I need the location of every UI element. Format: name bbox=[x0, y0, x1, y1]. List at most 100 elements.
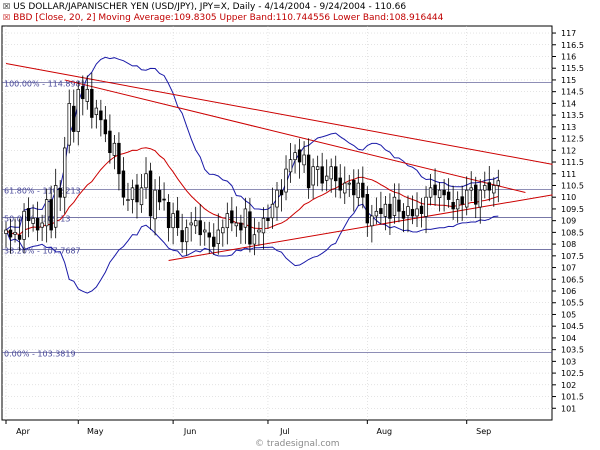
y-tick-label: 114 bbox=[561, 99, 576, 108]
candle-body bbox=[410, 209, 415, 217]
y-tick-label: 107 bbox=[561, 264, 576, 273]
y-tick-label: 117 bbox=[561, 29, 576, 38]
candle-body bbox=[144, 173, 148, 189]
y-tick-label: 106.5 bbox=[561, 275, 584, 284]
upper-band-line bbox=[5, 56, 499, 231]
x-tick-label: Jul bbox=[279, 427, 290, 436]
candle-body bbox=[252, 234, 257, 245]
candle-body bbox=[257, 229, 261, 233]
candle-body bbox=[442, 189, 446, 196]
candle-body bbox=[166, 202, 171, 229]
candle-body bbox=[198, 220, 202, 236]
candle-body bbox=[496, 180, 501, 186]
candle-body bbox=[117, 142, 121, 175]
indicator-legend: ☒ BBD [Close, 20, 2] Moving Average:109.8… bbox=[3, 12, 443, 24]
y-tick-label: 110 bbox=[561, 193, 576, 202]
candle-body bbox=[180, 230, 184, 243]
candle-body bbox=[343, 182, 347, 194]
candle-body bbox=[324, 175, 329, 181]
candle-body bbox=[361, 182, 365, 198]
candle-body bbox=[306, 154, 311, 189]
candle-body bbox=[243, 208, 248, 228]
trendline bbox=[168, 194, 553, 262]
y-tick-label: 105 bbox=[561, 310, 576, 319]
x-axis: Apr May Jun Jul Aug Sep bbox=[5, 420, 491, 436]
candle-body bbox=[212, 236, 216, 247]
candle-body bbox=[266, 217, 270, 222]
y-tick-label: 105.5 bbox=[561, 299, 584, 308]
candle-body bbox=[270, 203, 275, 219]
lower-band-line bbox=[5, 203, 499, 294]
y-tick-label: 110.5 bbox=[561, 181, 584, 190]
candle-body bbox=[234, 222, 239, 227]
x-tick-label: Jun bbox=[183, 427, 197, 436]
candle-body bbox=[320, 166, 324, 184]
candle-body bbox=[424, 196, 428, 217]
candle-body bbox=[44, 199, 49, 227]
candle-body bbox=[53, 185, 58, 228]
candle-body bbox=[162, 198, 166, 201]
y-axis: 101 101.5 102 102.5 103 103.5 104 104.5 105 105.5… bbox=[552, 29, 584, 413]
candle-body bbox=[433, 184, 437, 196]
y-tick-label: 104.5 bbox=[561, 322, 584, 331]
y-tick-label: 115.5 bbox=[561, 64, 584, 73]
candle-body bbox=[248, 211, 252, 245]
y-tick-label: 107.5 bbox=[561, 252, 584, 261]
candle-body bbox=[76, 88, 80, 132]
candle-body bbox=[175, 210, 180, 229]
candle-body bbox=[261, 217, 266, 234]
candle-body bbox=[374, 210, 379, 217]
close-icon[interactable]: ☒ bbox=[3, 2, 11, 11]
candle-body bbox=[469, 187, 473, 191]
candle-body bbox=[392, 196, 397, 216]
close-icon[interactable]: ☒ bbox=[3, 13, 11, 22]
candle-body bbox=[171, 213, 175, 229]
candle-body bbox=[31, 217, 35, 224]
y-tick-label: 115 bbox=[561, 76, 576, 85]
fib-level-label: 38.20% - 107.7687 bbox=[4, 247, 81, 256]
y-tick-label: 113 bbox=[561, 123, 576, 132]
candle-body bbox=[483, 185, 487, 191]
candle-body bbox=[139, 187, 144, 206]
candle-body bbox=[72, 105, 76, 132]
candle-body bbox=[446, 191, 451, 200]
candle-body bbox=[103, 119, 108, 135]
candle-body bbox=[383, 203, 388, 217]
candle-body bbox=[284, 168, 288, 193]
fib-level-label: 61.80% - 110.3213 bbox=[4, 187, 81, 196]
x-tick-label: May bbox=[87, 427, 104, 436]
trendlines bbox=[5, 63, 553, 262]
moving-average-line bbox=[5, 147, 499, 236]
y-tick-label: 108 bbox=[561, 240, 576, 249]
candle-body bbox=[94, 107, 99, 116]
candle-body bbox=[85, 88, 90, 102]
candle-body bbox=[311, 166, 315, 186]
fib-level-label: 100.00% - 114.8981 bbox=[4, 79, 86, 88]
y-tick-label: 101 bbox=[561, 404, 576, 413]
candle-body bbox=[135, 184, 139, 203]
candle-body bbox=[126, 199, 130, 201]
y-tick-label: 112 bbox=[561, 146, 576, 155]
y-tick-label: 102 bbox=[561, 381, 576, 390]
y-tick-label: 106 bbox=[561, 287, 576, 296]
y-tick-label: 111.5 bbox=[561, 158, 584, 167]
y-tick-label: 102.5 bbox=[561, 369, 584, 378]
candle-body bbox=[17, 234, 22, 240]
fib-level-label: 0.00% - 103.3819 bbox=[4, 349, 76, 358]
indicator-legend-text: BBD [Close, 20, 2] Moving Average:109.83… bbox=[13, 13, 444, 23]
candle-body bbox=[352, 179, 356, 196]
candle-body bbox=[288, 159, 293, 173]
candle-body bbox=[207, 232, 211, 238]
candle-body bbox=[437, 189, 442, 199]
candle-body bbox=[487, 182, 491, 191]
plot-frame bbox=[1, 25, 553, 421]
candle-body bbox=[315, 166, 320, 170]
candle-body bbox=[356, 182, 361, 199]
candle-body bbox=[189, 222, 193, 226]
y-tick-label: 104 bbox=[561, 334, 576, 343]
y-tick-label: 116.5 bbox=[561, 41, 584, 50]
candle-body bbox=[464, 189, 469, 208]
y-tick-label: 116 bbox=[561, 52, 576, 61]
